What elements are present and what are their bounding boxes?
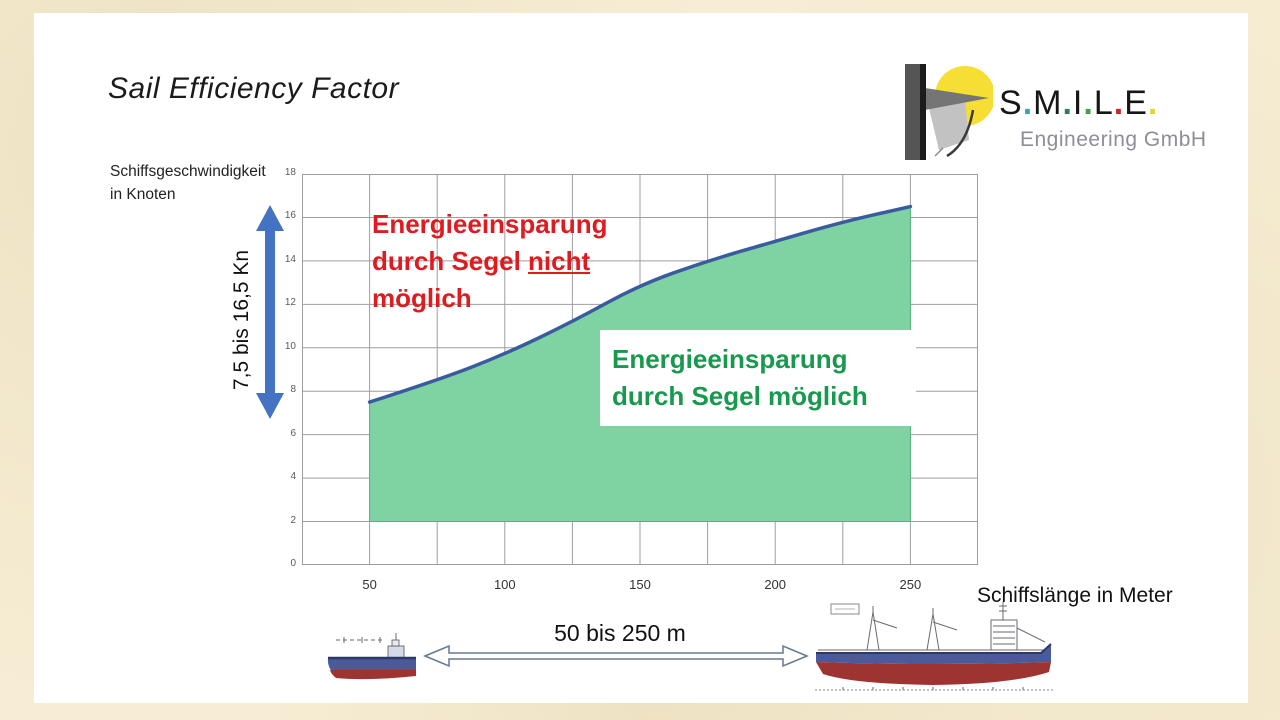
red-annotation: Energieeinsparung durch Segel nicht mögl… — [372, 209, 608, 313]
x-tick-label: 50 — [362, 577, 377, 592]
y-tick-label: 18 — [284, 167, 296, 178]
logo-subtitle: Engineering GmbH — [1020, 128, 1207, 151]
underlined-word: nicht — [528, 246, 591, 276]
logo-letter: M — [1033, 84, 1063, 122]
boom-icon — [925, 88, 989, 110]
double-arrow-vertical-icon — [256, 205, 284, 419]
x-axis-title: Schiffslänge in Meter — [977, 584, 1173, 607]
y-axis-title: Schiffsgeschwindigkeit in Knoten — [110, 163, 266, 203]
double-arrow-horizontal-icon — [423, 645, 809, 667]
y-tick-label: 10 — [284, 340, 296, 352]
logo-letter: I — [1072, 84, 1084, 122]
plot-border — [302, 174, 978, 565]
logo-dot-icon: . — [1022, 84, 1034, 122]
y-tick-label: 2 — [290, 514, 296, 526]
green-annotation: Energieeinsparung durch Segel möglich — [600, 330, 916, 426]
y-tick-label: 8 — [290, 384, 296, 396]
speed-range-label: 7,5 bis 16,5 Kn — [230, 249, 253, 391]
y-tick-label: 14 — [284, 253, 296, 265]
logo-sun-mast-icon — [905, 64, 993, 160]
y-tick-label: 12 — [284, 297, 296, 309]
x-tick-label: 150 — [629, 577, 651, 592]
y-tick-label: 6 — [290, 427, 296, 439]
x-tick-label: 200 — [764, 577, 787, 592]
logo-dot-icon: . — [1083, 84, 1094, 122]
mast-icon — [905, 64, 923, 160]
logo-letter: S — [999, 84, 1023, 122]
length-range-label: 50 bis 250 m — [554, 620, 686, 646]
swoosh-icon — [946, 109, 975, 158]
y-tick-label: 0 — [290, 558, 296, 569]
page-title: Sail Efficiency Factor — [108, 72, 400, 105]
logo-dot-icon: . — [1147, 84, 1159, 122]
logo-dot-icon: . — [1113, 84, 1125, 122]
speed-range-arrow — [254, 204, 286, 420]
large-ship-image — [813, 598, 1055, 698]
y-tick-label: 4 — [290, 471, 296, 483]
sail-icon — [929, 100, 969, 150]
logo-dot-icon: . — [1062, 84, 1073, 122]
x-tick-label: 100 — [493, 577, 516, 592]
length-range-arrow — [423, 645, 809, 667]
speed-curve — [367, 204, 913, 404]
x-tick-label: 250 — [899, 577, 922, 592]
logo-wordmark: S.M.I.L.E. — [999, 84, 1158, 123]
y-tick-label: 16 — [284, 210, 296, 222]
small-ship-image — [322, 632, 422, 686]
smile-logo-graphic — [901, 52, 993, 164]
logo-letter: E — [1124, 84, 1148, 122]
logo-letter: L — [1093, 84, 1114, 122]
